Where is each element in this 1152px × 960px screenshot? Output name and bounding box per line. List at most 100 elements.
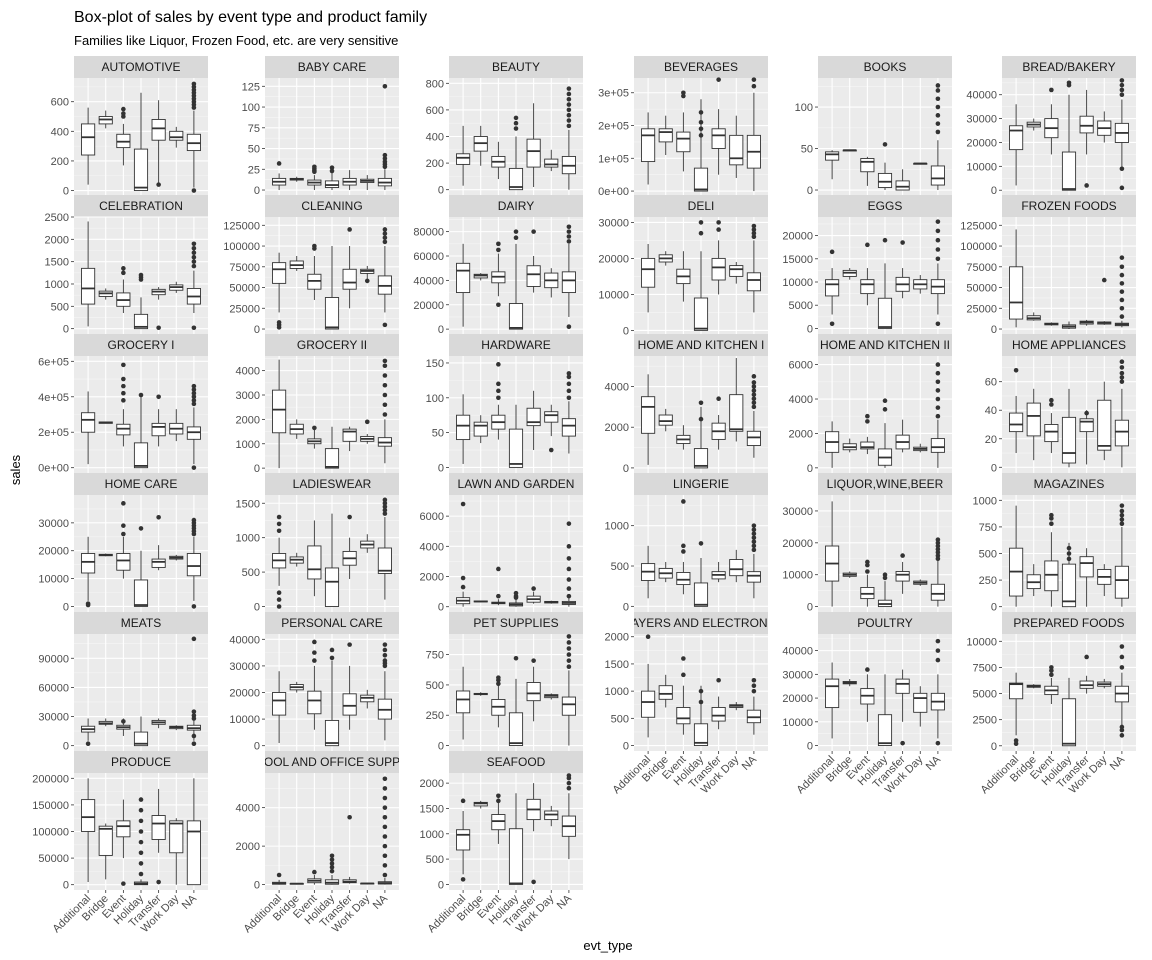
outlier-point bbox=[191, 387, 197, 392]
outlier-point bbox=[645, 634, 651, 640]
box-event bbox=[676, 251, 691, 302]
box-additional bbox=[641, 112, 656, 185]
box-additional bbox=[456, 666, 471, 740]
outlier-point bbox=[312, 650, 317, 655]
outlier-point bbox=[121, 106, 126, 112]
facet-strip bbox=[1002, 612, 1136, 634]
outlier-point bbox=[191, 401, 197, 407]
outlier-point bbox=[1119, 517, 1125, 522]
outlier-point bbox=[566, 773, 572, 778]
box-iqr bbox=[508, 167, 524, 191]
outlier-point bbox=[681, 93, 686, 99]
box-iqr bbox=[456, 829, 471, 851]
box-work-day bbox=[169, 126, 184, 148]
outlier-point bbox=[681, 672, 686, 678]
box-iqr bbox=[473, 421, 488, 437]
outlier-point bbox=[382, 507, 388, 513]
box-event bbox=[116, 501, 131, 579]
outlier-point bbox=[566, 381, 572, 387]
box-bridge bbox=[473, 692, 488, 696]
y-tick-label: 750 bbox=[426, 650, 444, 662]
outlier-point bbox=[900, 553, 905, 558]
box-event bbox=[491, 362, 506, 440]
outlier-point bbox=[751, 543, 757, 549]
box-iqr bbox=[561, 418, 576, 437]
outlier-point bbox=[460, 501, 466, 507]
box-additional bbox=[641, 244, 656, 313]
facet-school-and-office-supplies: OOL AND OFFICE SUPP020004000AdditionalBr… bbox=[236, 751, 399, 935]
y-tick-label: 5000 bbox=[973, 689, 997, 701]
box-iqr bbox=[81, 553, 96, 574]
box-iqr bbox=[456, 690, 471, 714]
box-transfer bbox=[151, 788, 166, 885]
box-holiday bbox=[133, 716, 149, 747]
outlier-point bbox=[191, 390, 197, 396]
box-na bbox=[561, 86, 576, 190]
box-bridge bbox=[98, 718, 113, 727]
box-bridge bbox=[1026, 312, 1041, 321]
y-tick-label: 10000 bbox=[229, 714, 260, 726]
box-transfer bbox=[895, 419, 910, 453]
facet-strip-label: HOME CARE bbox=[105, 477, 178, 491]
outlier-point bbox=[751, 677, 757, 683]
outlier-point bbox=[1084, 183, 1089, 188]
outlier-point bbox=[1049, 397, 1054, 403]
outlier-point bbox=[1066, 545, 1072, 551]
outlier-point bbox=[829, 249, 835, 255]
y-tick-label: 100000 bbox=[960, 241, 997, 253]
outlier-point bbox=[829, 321, 835, 327]
box-transfer bbox=[342, 227, 357, 309]
outlier-point bbox=[191, 741, 197, 747]
box-work-day bbox=[360, 265, 375, 284]
y-tick-label: 0 bbox=[623, 325, 629, 337]
box-additional bbox=[272, 872, 287, 885]
facet-strip bbox=[265, 56, 399, 78]
box-work-day bbox=[729, 358, 744, 442]
y-tick-label: 30000 bbox=[38, 518, 69, 530]
y-tick-label: 0 bbox=[991, 462, 997, 474]
outlier-point bbox=[496, 241, 501, 247]
box-event bbox=[307, 425, 322, 449]
box-event bbox=[116, 362, 131, 447]
box-iqr bbox=[1009, 266, 1024, 320]
box-iqr bbox=[307, 545, 322, 580]
outlier-point bbox=[329, 655, 335, 661]
box-transfer bbox=[342, 514, 357, 579]
box-iqr bbox=[81, 267, 96, 305]
outlier-point bbox=[566, 234, 572, 239]
outlier-point bbox=[382, 412, 388, 417]
outlier-point bbox=[138, 839, 144, 845]
outlier-point bbox=[191, 604, 197, 609]
chart-title: Box-plot of sales by event type and prod… bbox=[74, 9, 427, 26]
box-holiday bbox=[133, 797, 149, 886]
outlier-point bbox=[1119, 305, 1125, 311]
outlier-point bbox=[1119, 654, 1125, 660]
outlier-point bbox=[935, 113, 941, 118]
y-tick-label: 90000 bbox=[38, 653, 69, 665]
box-work-day bbox=[360, 882, 375, 885]
outlier-point bbox=[121, 398, 126, 403]
y-tick-label: 30000 bbox=[229, 661, 260, 673]
box-bridge bbox=[289, 882, 304, 885]
outlier-point bbox=[1013, 367, 1019, 373]
outlier-point bbox=[138, 850, 144, 856]
box-iqr bbox=[1061, 416, 1077, 464]
y-tick-label: 0 bbox=[254, 463, 260, 475]
box-bridge bbox=[842, 571, 857, 578]
box-bridge bbox=[289, 552, 304, 567]
facet-strip bbox=[74, 751, 208, 773]
outlier-point bbox=[121, 270, 126, 276]
outlier-point bbox=[382, 647, 388, 653]
box-work-day bbox=[1097, 111, 1112, 143]
box-work-day bbox=[1097, 678, 1112, 689]
outlier-point bbox=[460, 575, 466, 581]
box-event bbox=[307, 520, 322, 597]
outlier-point bbox=[566, 640, 572, 645]
box-iqr bbox=[272, 692, 287, 716]
box-holiday bbox=[324, 246, 340, 330]
outlier-point bbox=[191, 394, 197, 400]
box-work-day bbox=[360, 419, 375, 444]
outlier-point bbox=[382, 863, 388, 868]
box-additional bbox=[81, 778, 96, 883]
outlier-point bbox=[276, 161, 282, 166]
